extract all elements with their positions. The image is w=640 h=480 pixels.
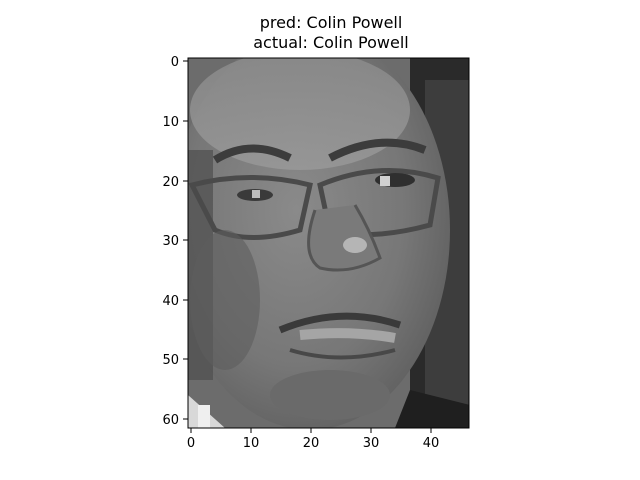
y-tick-label: 20: [162, 175, 179, 190]
x-axis: 0 10 20 30 40: [187, 428, 439, 451]
x-tick-label: 30: [363, 436, 380, 451]
plot-frame: [187, 57, 470, 429]
x-tick-label: 20: [303, 436, 320, 451]
title-actual: actual: Colin Powell: [253, 33, 409, 52]
y-axis: 0 10 20 30 40 50 60: [162, 55, 188, 428]
y-tick-label: 0: [171, 55, 179, 70]
y-tick-label: 50: [162, 353, 179, 368]
x-tick-label: 10: [243, 436, 260, 451]
y-tick-label: 30: [162, 234, 179, 249]
face-image: [188, 58, 469, 428]
y-tick-label: 60: [162, 413, 179, 428]
y-tick-label: 40: [162, 294, 179, 309]
x-tick-label: 0: [187, 436, 195, 451]
y-tick-label: 10: [162, 115, 179, 130]
title-pred: pred: Colin Powell: [260, 13, 403, 32]
x-tick-label: 40: [423, 436, 440, 451]
